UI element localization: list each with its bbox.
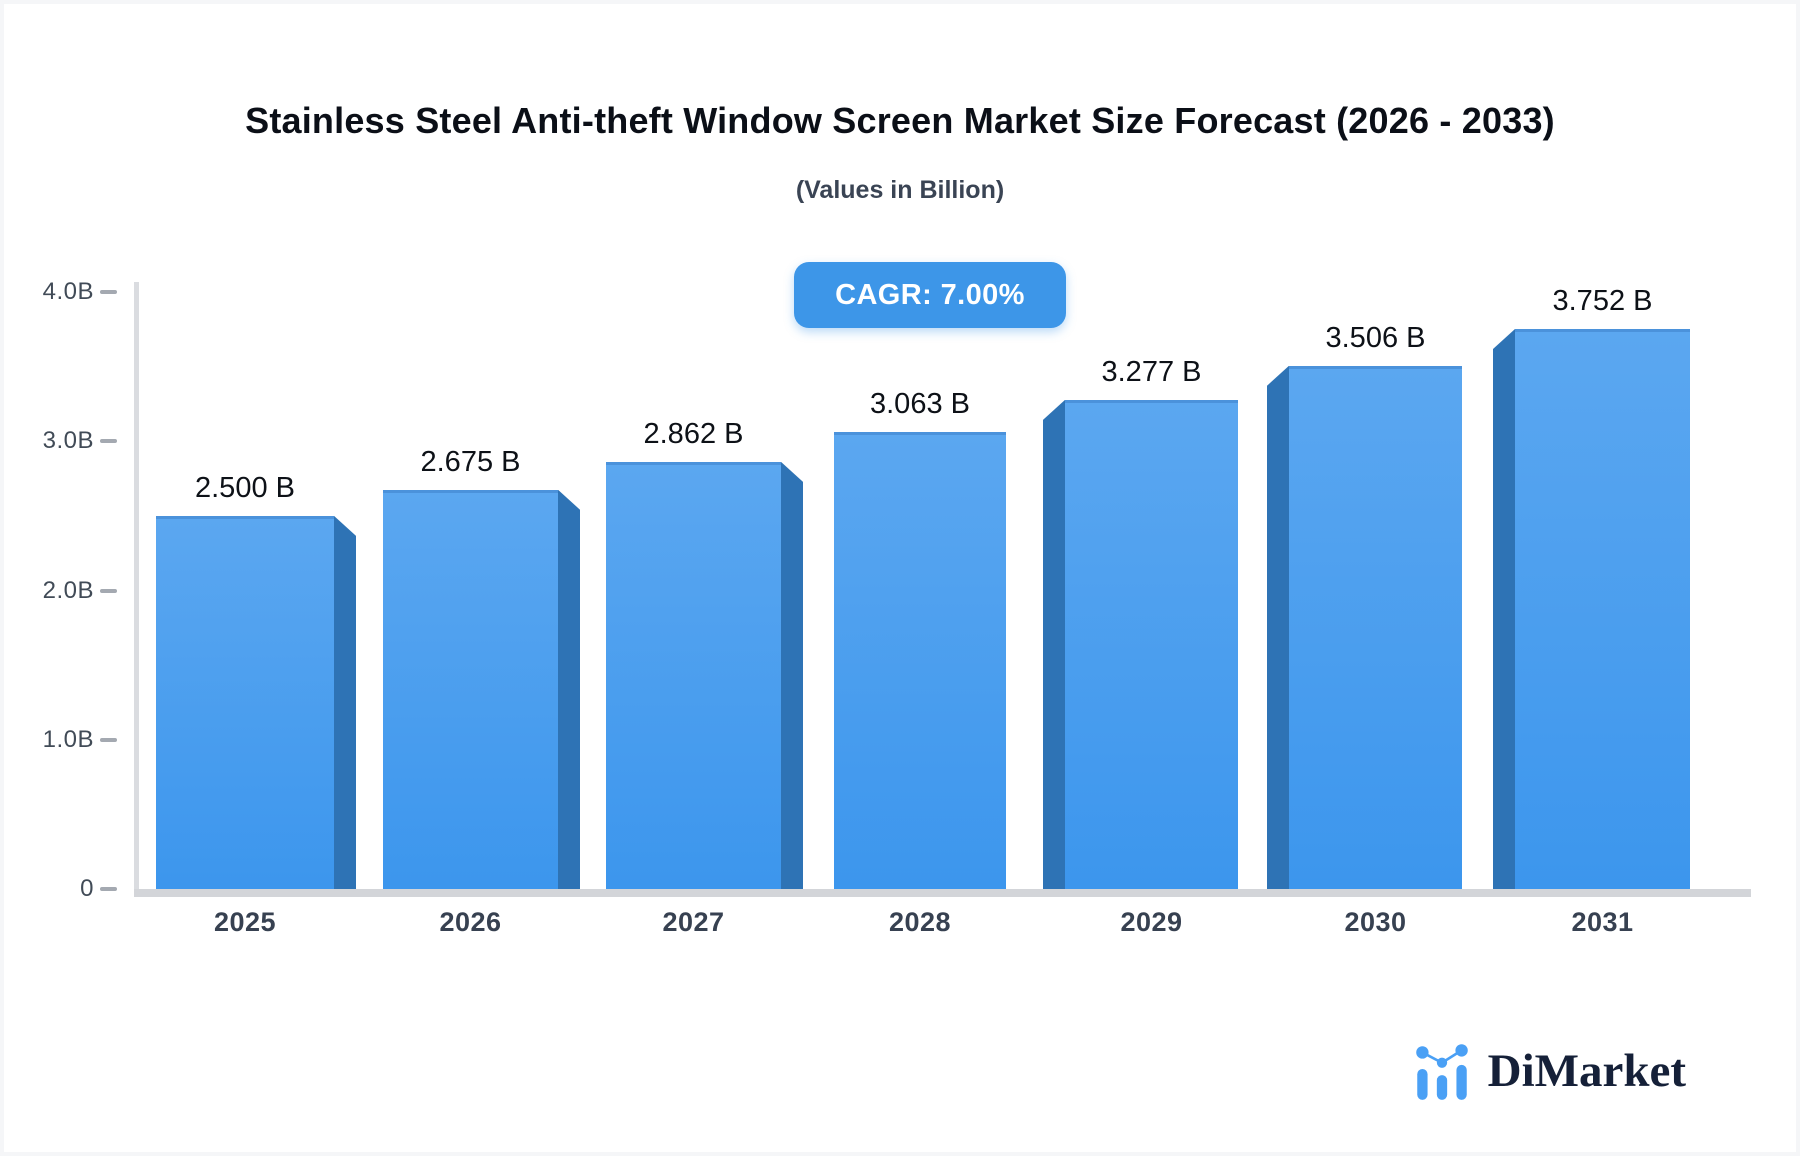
- chart-title: Stainless Steel Anti-theft Window Screen…: [245, 100, 1555, 141]
- bar-chart-logo-icon: [1415, 1044, 1468, 1100]
- y-axis-tick-label: 3.0B: [42, 427, 94, 455]
- bar-side-panel-2031: [1493, 329, 1515, 889]
- x-axis-tick-label-2027: 2027: [662, 907, 725, 937]
- bar-2027[interactable]: [606, 461, 781, 889]
- bar-side-panel-2025: [334, 515, 356, 889]
- y-axis-tick-label: 2.0B: [42, 576, 94, 604]
- y-axis-line: [134, 282, 139, 897]
- bar-side-panel-2030: [1267, 365, 1289, 889]
- bar-value-label-2027: 2.862 B: [643, 417, 744, 450]
- y-axis-tick-label: 0: [80, 875, 94, 902]
- bar-2031[interactable]: [1515, 329, 1690, 889]
- x-axis-tick-label-2028: 2028: [888, 907, 952, 937]
- bar-side-panel-2029: [1043, 399, 1065, 889]
- bar-side-panel-2027: [781, 461, 803, 889]
- plot-area: 0 1.0B 2.0B 3.0B 4.0B 2.500 B 2025 2.675 B 2026 2…: [4, 4, 1796, 1152]
- bar-value-label-2029: 3.277 B: [1101, 355, 1202, 388]
- bar-value-label-2028: 3.063 B: [870, 387, 970, 420]
- x-axis-tick-label-2030: 2030: [1344, 907, 1407, 937]
- bar-2029[interactable]: [1065, 399, 1238, 889]
- y-axis-tick-mark: [100, 588, 117, 593]
- bar-side-panel-2026: [558, 489, 580, 889]
- y-axis-tick-mark: [100, 290, 117, 294]
- x-axis-tick-label-2026: 2026: [439, 907, 502, 937]
- bar-2030[interactable]: [1289, 365, 1462, 889]
- bar-value-label-2031: 3.752 B: [1552, 285, 1653, 317]
- y-axis-tick-label: 4.0B: [42, 278, 94, 305]
- bar-value-label-2025: 2.500 B: [195, 471, 295, 504]
- brand-logo: DiMarket: [1409, 1038, 1686, 1104]
- bar-2028[interactable]: [834, 431, 1006, 889]
- cagr-badge-label: CAGR: 7.00%: [835, 278, 1025, 311]
- y-axis-tick-mark: [100, 887, 117, 891]
- x-axis-tick-label-2031: 2031: [1571, 907, 1634, 937]
- x-baseline: [134, 889, 1751, 897]
- y-axis-tick-label: 1.0B: [42, 725, 94, 753]
- brand-logo-text: DiMarket: [1487, 1045, 1686, 1097]
- bar-value-label-2026: 2.675 B: [420, 445, 521, 478]
- bar-2026[interactable]: [383, 489, 558, 889]
- y-axis-tick-mark: [100, 439, 117, 444]
- y-axis-tick-mark: [100, 737, 117, 742]
- cagr-badge: CAGR: 7.00%: [794, 262, 1066, 328]
- x-axis-tick-label-2025: 2025: [213, 907, 277, 937]
- bar-value-label-2030: 3.506 B: [1325, 321, 1426, 354]
- bar-2025[interactable]: [156, 515, 334, 889]
- chart-subtitle: (Values in Billion): [795, 176, 1005, 204]
- x-axis-tick-label-2029: 2029: [1120, 907, 1183, 937]
